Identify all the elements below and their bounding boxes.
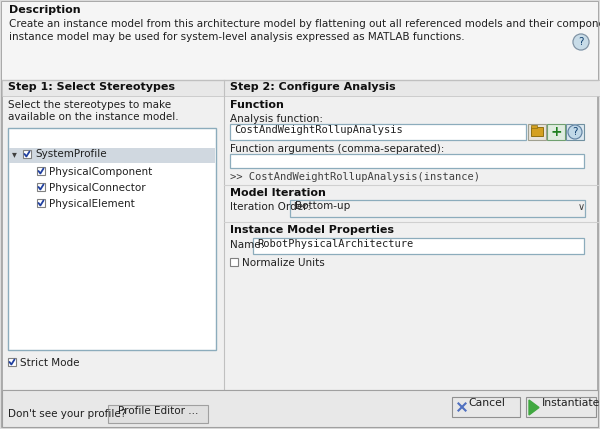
Text: PhysicalConnector: PhysicalConnector bbox=[49, 183, 146, 193]
Bar bbox=[8, 358, 16, 366]
Text: Function: Function bbox=[230, 100, 284, 110]
Text: PhysicalComponent: PhysicalComponent bbox=[49, 167, 152, 177]
Bar bbox=[2, 80, 224, 96]
Bar bbox=[37, 199, 45, 207]
Text: Function arguments (comma-separated):: Function arguments (comma-separated): bbox=[230, 144, 445, 154]
Bar bbox=[230, 258, 238, 266]
Text: RobotPhysicalArchitecture: RobotPhysicalArchitecture bbox=[257, 239, 413, 249]
Text: Step 1: Select Stereotypes: Step 1: Select Stereotypes bbox=[8, 82, 175, 92]
Text: Create an instance model from this architecture model by flattening out all refe: Create an instance model from this archi… bbox=[9, 19, 600, 29]
Bar bbox=[526, 397, 596, 417]
Bar bbox=[224, 80, 600, 96]
Text: ?: ? bbox=[572, 127, 578, 137]
Polygon shape bbox=[529, 400, 539, 415]
Text: available on the instance model.: available on the instance model. bbox=[8, 112, 179, 122]
Bar bbox=[23, 150, 31, 158]
Text: Step 2: Configure Analysis: Step 2: Configure Analysis bbox=[230, 82, 395, 92]
Text: ?: ? bbox=[578, 37, 584, 47]
Text: Name:: Name: bbox=[230, 240, 264, 250]
Bar bbox=[531, 127, 543, 136]
Text: >> CostAndWeightRollupAnalysis(instance): >> CostAndWeightRollupAnalysis(instance) bbox=[230, 172, 480, 182]
Bar bbox=[531, 125, 537, 128]
Text: Model Iteration: Model Iteration bbox=[230, 188, 326, 198]
Circle shape bbox=[573, 34, 589, 50]
Text: instance model may be used for system-level analysis expressed as MATLAB functio: instance model may be used for system-le… bbox=[9, 32, 464, 42]
Text: Analysis function:: Analysis function: bbox=[230, 114, 323, 124]
Bar bbox=[452, 397, 520, 417]
Circle shape bbox=[568, 125, 582, 139]
Bar bbox=[8, 128, 216, 350]
Bar bbox=[547, 124, 565, 140]
Bar bbox=[528, 124, 546, 140]
Text: PhysicalElement: PhysicalElement bbox=[49, 199, 135, 209]
Text: Instance Model Properties: Instance Model Properties bbox=[230, 225, 394, 235]
Text: Don't see your profile?: Don't see your profile? bbox=[8, 409, 126, 419]
Bar bbox=[230, 154, 584, 168]
Bar bbox=[9, 148, 215, 163]
Bar bbox=[566, 124, 584, 140]
Text: SystemProfile: SystemProfile bbox=[35, 149, 107, 159]
Text: Description: Description bbox=[9, 5, 80, 15]
Text: ▾: ▾ bbox=[12, 149, 17, 159]
Bar bbox=[37, 167, 45, 175]
Text: Instantiate: Instantiate bbox=[542, 398, 600, 408]
Text: Strict Mode: Strict Mode bbox=[20, 358, 79, 368]
Bar bbox=[290, 200, 585, 217]
Text: +: + bbox=[550, 125, 562, 139]
Bar bbox=[108, 405, 208, 423]
Text: ∨: ∨ bbox=[577, 202, 584, 212]
Text: Cancel: Cancel bbox=[468, 398, 505, 408]
Text: Iteration Order:: Iteration Order: bbox=[230, 202, 311, 212]
Text: CostAndWeightRollupAnalysis: CostAndWeightRollupAnalysis bbox=[234, 125, 403, 135]
Text: Normalize Units: Normalize Units bbox=[242, 258, 325, 268]
Text: Select the stereotypes to make: Select the stereotypes to make bbox=[8, 100, 171, 110]
Bar bbox=[2, 2, 598, 80]
Bar bbox=[253, 238, 584, 254]
Bar bbox=[2, 390, 598, 427]
Text: Profile Editor ...: Profile Editor ... bbox=[118, 406, 198, 416]
Bar bbox=[37, 183, 45, 191]
Text: Bottom-up: Bottom-up bbox=[295, 201, 350, 211]
Bar bbox=[230, 124, 526, 140]
